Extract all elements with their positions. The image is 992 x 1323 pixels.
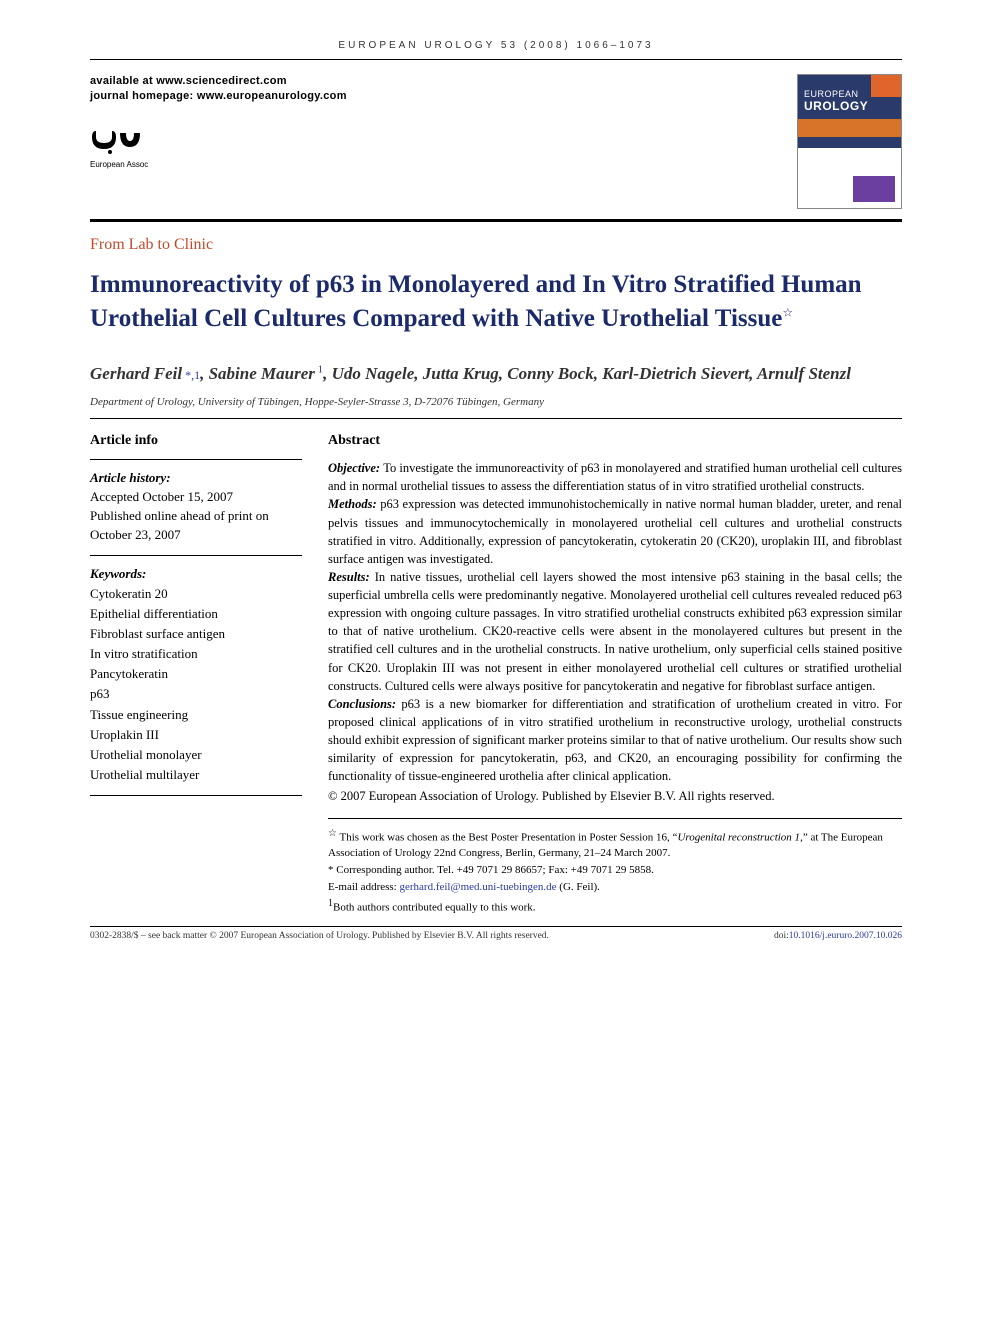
footnote-email-label: E-mail address:: [328, 881, 399, 893]
mid-rule: [90, 418, 902, 419]
footnote-corresponding: * Corresponding author. Tel. +49 7071 29…: [328, 863, 902, 879]
footnotes: ☆ This work was chosen as the Best Poste…: [328, 827, 902, 917]
abstract-heading: Abstract: [328, 433, 902, 449]
author-1: Gerhard Feil: [90, 364, 182, 383]
footnote-star-prefix: This work was chosen as the Best Poster …: [337, 831, 677, 843]
bottom-rule: [90, 926, 902, 927]
keyword-item: Tissue engineering: [90, 705, 302, 725]
abstract-body: Objective: To investigate the immunoreac…: [328, 459, 902, 805]
abstract-segment-label: Methods:: [328, 497, 380, 511]
backmatter-right: doi:10.1016/j.eururo.2007.10.026: [774, 931, 902, 941]
abstract-segment-label: Objective:: [328, 461, 383, 475]
cover-orange-strip: [798, 119, 901, 137]
article-history-body: Accepted October 15, 2007Published onlin…: [90, 488, 302, 545]
footnote-email-suffix: (G. Feil).: [557, 881, 600, 893]
author-1-marks: *,1: [182, 368, 200, 382]
article-history-label: Article history:: [90, 470, 302, 486]
footnote-star: ☆ This work was chosen as the Best Poste…: [328, 827, 902, 863]
abstract-segment-text: p63 expression was detected immunohistoc…: [328, 497, 902, 565]
abstract-segment-text: In native tissues, urothelial cell layer…: [328, 570, 902, 693]
cover-title-small: EUROPEAN: [804, 89, 859, 99]
keyword-item: Uroplakin III: [90, 725, 302, 745]
keyword-item: In vitro stratification: [90, 644, 302, 664]
footnote-equal-text: Both authors contributed equally to this…: [333, 902, 536, 914]
keyword-item: Epithelial differentiation: [90, 604, 302, 624]
keyword-item: Urothelial monolayer: [90, 745, 302, 765]
keyword-item: p63: [90, 684, 302, 704]
info-rule-3: [90, 795, 302, 796]
doi-link[interactable]: 10.1016/j.eururo.2007.10.026: [789, 931, 902, 941]
cover-title-big: UROLOGY: [804, 99, 868, 113]
header-left: available at www.sciencedirect.com journ…: [90, 74, 347, 174]
abstract-segment-label: Conclusions:: [328, 697, 401, 711]
footnote-email-link[interactable]: gerhard.feil@med.uni-tuebingen.de: [399, 881, 556, 893]
abstract-footnote-rule: [328, 818, 902, 819]
author-2-marks: 1: [315, 363, 323, 375]
article-info-heading: Article info: [90, 433, 302, 449]
info-rule-1: [90, 459, 302, 460]
keyword-item: Fibroblast surface antigen: [90, 624, 302, 644]
article-info-column: Article info Article history: Accepted O…: [90, 433, 302, 917]
abstract-segment-text: p63 is a new biomarker for differentiati…: [328, 697, 902, 784]
abstract-segment-label: Results:: [328, 570, 375, 584]
affiliation: Department of Urology, University of Tüb…: [90, 396, 902, 408]
author-list: Gerhard Feil *,1, Sabine Maurer 1, Udo N…: [90, 362, 902, 387]
article-title: Immunoreactivity of p63 in Monolayered a…: [90, 268, 902, 336]
article-title-text: Immunoreactivity of p63 in Monolayered a…: [90, 271, 862, 332]
footnote-email: E-mail address: gerhard.feil@med.uni-tue…: [328, 880, 902, 896]
author-2: Sabine Maurer: [209, 364, 315, 383]
footnote-equal-contrib: 1Both authors contributed equally to thi…: [328, 897, 902, 917]
running-head: EUROPEAN UROLOGY 53 (2008) 1066–1073: [90, 40, 902, 51]
section-label: From Lab to Clinic: [90, 236, 902, 254]
abstract-copyright: © 2007 European Association of Urology. …: [328, 787, 902, 805]
cover-title: EUROPEAN UROLOGY: [804, 89, 895, 113]
doi-label: doi:: [774, 931, 789, 941]
eau-logo: European Association of Urology: [90, 127, 347, 174]
keyword-item: Cytokeratin 20: [90, 584, 302, 604]
svg-text:European Association of Urolog: European Association of Urology: [90, 160, 148, 169]
backmatter: 0302-2838/$ – see back matter © 2007 Eur…: [90, 931, 902, 941]
info-rule-2: [90, 555, 302, 556]
abstract-segment-text: To investigate the immunoreactivity of p…: [328, 461, 902, 493]
footnote-star-mark: ☆: [328, 828, 337, 839]
abstract-column: Abstract Objective: To investigate the i…: [328, 433, 902, 917]
top-rule: [90, 59, 902, 60]
availability-block: available at www.sciencedirect.com journ…: [90, 74, 347, 105]
journal-cover-thumbnail: EUROPEAN UROLOGY: [797, 74, 902, 209]
eau-logo-mark-icon: European Association of Urology: [90, 127, 148, 174]
title-footnote-mark: ☆: [782, 305, 793, 319]
cover-purple-box: [853, 176, 895, 202]
keyword-item: Pancytokeratin: [90, 664, 302, 684]
keyword-item: Urothelial multilayer: [90, 765, 302, 785]
keywords-label: Keywords:: [90, 566, 302, 582]
keywords-list: Cytokeratin 20Epithelial differentiation…: [90, 584, 302, 785]
authors-rest: , Udo Nagele, Jutta Krug, Conny Bock, Ka…: [323, 364, 851, 383]
backmatter-left: 0302-2838/$ – see back matter © 2007 Eur…: [90, 931, 549, 941]
two-column-body: Article info Article history: Accepted O…: [90, 433, 902, 917]
footnote-star-italic: Urogenital reconstruction 1: [677, 831, 800, 843]
available-at: available at www.sciencedirect.com: [90, 74, 347, 89]
header-row: available at www.sciencedirect.com journ…: [90, 74, 902, 209]
journal-homepage: journal homepage: www.europeanurology.co…: [90, 89, 347, 104]
thick-rule: [90, 219, 902, 222]
